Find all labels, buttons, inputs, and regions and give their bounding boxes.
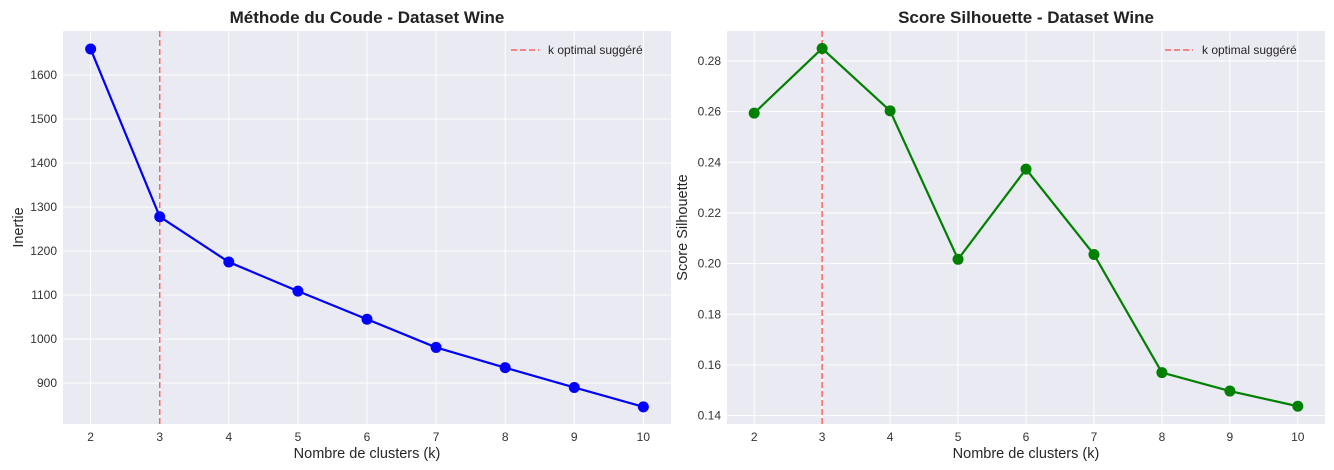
- x-axis-label: Nombre de clusters (k): [294, 446, 441, 462]
- data-point: [292, 285, 304, 297]
- data-point: [154, 211, 166, 223]
- x-tick-label: 9: [571, 430, 578, 444]
- x-tick-label: 8: [1159, 430, 1166, 444]
- y-axis-label: Score Silhouette: [675, 174, 691, 280]
- x-tick-label: 10: [637, 430, 651, 444]
- chart-panel-1: 2 3 4 5 6 7 8 9 10 900 1000 1100 1200 1300 1400 1500 160…: [11, 8, 671, 462]
- data-point: [1088, 248, 1100, 260]
- y-tick-label: 0.20: [698, 257, 722, 271]
- chart-panel-2: 2 3 4 5 6 7 8 9 10 0.14 0.16 0.18 0.20 0.22 0.24 0.26 0.…: [675, 8, 1325, 462]
- data-point: [223, 256, 235, 268]
- x-tick-label: 5: [955, 430, 962, 444]
- data-point: [430, 341, 442, 353]
- chart-title: Méthode du Coude - Dataset Wine: [230, 8, 505, 27]
- x-tick-label: 7: [433, 430, 440, 444]
- data-point: [637, 401, 649, 413]
- x-tick-label: 5: [295, 430, 302, 444]
- x-tick-label: 3: [819, 430, 826, 444]
- y-tick-label: 1000: [30, 332, 57, 346]
- data-point: [748, 107, 760, 119]
- x-tick-label: 10: [1291, 430, 1305, 444]
- y-tick-label: 0.14: [698, 409, 722, 423]
- y-tick-label: 1600: [30, 68, 57, 82]
- data-point: [884, 105, 896, 117]
- y-tick-label: 1400: [30, 156, 57, 170]
- x-axis-label: Nombre de clusters (k): [953, 446, 1100, 462]
- y-axis-label: Inertie: [11, 207, 27, 247]
- data-point: [952, 253, 964, 265]
- data-point: [1156, 367, 1168, 379]
- x-tick-label: 6: [364, 430, 371, 444]
- y-tick-label: 0.16: [698, 358, 722, 372]
- y-tick-label: 0.22: [698, 206, 722, 220]
- y-tick-label: 0.26: [698, 105, 722, 119]
- x-tick-label: 4: [887, 430, 894, 444]
- data-point: [1292, 400, 1304, 412]
- x-tick-label: 9: [1227, 430, 1234, 444]
- data-point: [361, 313, 373, 325]
- data-point: [816, 42, 828, 54]
- y-tick-label: 1300: [30, 200, 57, 214]
- y-tick-label: 1500: [30, 112, 57, 126]
- x-tick-label: 2: [87, 430, 94, 444]
- data-point: [1224, 385, 1236, 397]
- y-tick-label: 0.24: [698, 155, 722, 169]
- x-tick-label: 8: [502, 430, 509, 444]
- y-tick-label: 1100: [31, 288, 57, 302]
- data-point: [85, 43, 97, 55]
- data-point: [499, 362, 511, 374]
- y-tick-label: 0.18: [698, 307, 722, 321]
- legend-label: k optimal suggéré: [1202, 43, 1297, 57]
- data-point: [568, 381, 580, 393]
- x-tick-label: 4: [225, 430, 232, 444]
- x-tick-label: 3: [156, 430, 163, 444]
- y-tick-label: 900: [37, 376, 57, 390]
- chart-title: Score Silhouette - Dataset Wine: [898, 8, 1154, 27]
- y-tick-label: 0.28: [698, 54, 722, 68]
- legend-label: k optimal suggéré: [548, 43, 643, 57]
- data-point: [1020, 163, 1032, 175]
- y-tick-label: 1200: [30, 244, 57, 258]
- x-tick-label: 6: [1023, 430, 1030, 444]
- x-tick-label: 2: [751, 430, 758, 444]
- x-tick-label: 7: [1091, 430, 1098, 444]
